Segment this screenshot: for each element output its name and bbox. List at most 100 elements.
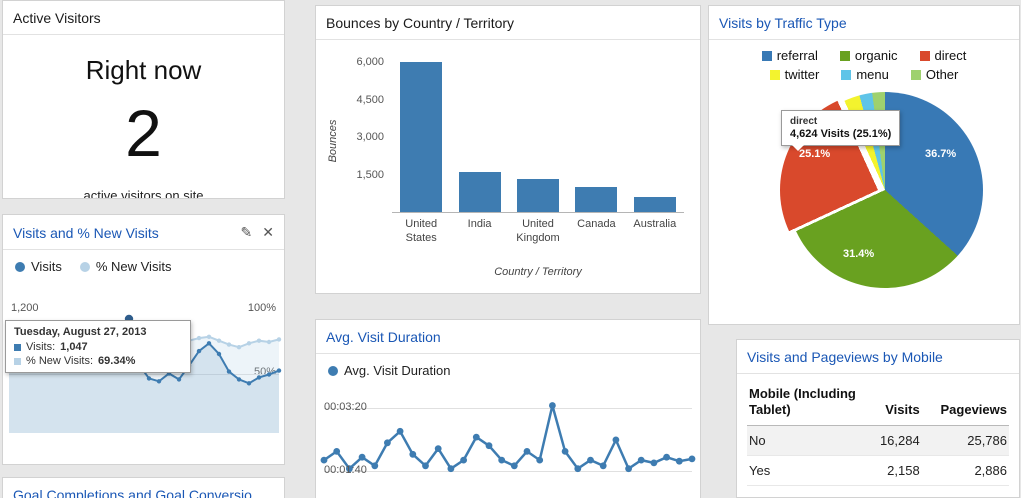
data-point[interactable] xyxy=(625,465,632,473)
y-tick-label: 4,500 xyxy=(356,93,384,106)
col-header-mobile: Mobile (Including Tablet) xyxy=(747,378,868,426)
data-point[interactable] xyxy=(196,348,202,354)
bar-united-states[interactable] xyxy=(400,62,443,212)
bar-category-label: India xyxy=(467,218,492,230)
data-point[interactable] xyxy=(688,455,696,463)
data-point[interactable] xyxy=(422,462,429,470)
legend-item-avg-duration[interactable]: Avg. Visit Duration xyxy=(328,363,450,378)
col-header-visits[interactable]: Visits xyxy=(867,378,922,426)
table-row: Yes 2,158 2,886 xyxy=(747,455,1009,486)
card-title-traffic-type[interactable]: Visits by Traffic Type xyxy=(719,15,847,31)
card-title-avg-duration[interactable]: Avg. Visit Duration xyxy=(326,329,441,345)
data-point[interactable] xyxy=(663,453,670,461)
bar-india[interactable] xyxy=(458,171,501,212)
data-point[interactable] xyxy=(246,341,252,346)
legend-swatch-referral xyxy=(761,50,772,61)
bar-slot xyxy=(626,62,684,212)
data-point[interactable] xyxy=(637,456,645,464)
line-avg-visit-duration[interactable] xyxy=(323,405,693,471)
data-point[interactable] xyxy=(226,369,232,374)
legend-item-new-visits[interactable]: % New Visits xyxy=(79,259,171,274)
data-point[interactable] xyxy=(216,338,222,343)
data-point[interactable] xyxy=(358,453,366,461)
legend-swatch-organic xyxy=(839,50,850,61)
legend-item-menu[interactable]: menu xyxy=(841,67,889,82)
data-point[interactable] xyxy=(447,465,455,473)
legend-item-twitter[interactable]: twitter xyxy=(769,67,819,82)
data-point[interactable] xyxy=(612,436,620,444)
close-icon[interactable]: ✕ xyxy=(262,224,274,240)
x-axis-label: Country / Territory xyxy=(494,266,582,278)
data-point[interactable] xyxy=(675,457,683,465)
legend-item-direct[interactable]: direct xyxy=(919,48,966,63)
data-point[interactable] xyxy=(226,342,232,347)
bar-canada[interactable] xyxy=(575,186,618,212)
data-point[interactable] xyxy=(485,442,493,450)
data-point[interactable] xyxy=(599,462,607,470)
legend-item-organic[interactable]: organic xyxy=(839,48,898,63)
data-point[interactable] xyxy=(266,339,272,345)
col-header-pageviews[interactable]: Pageviews xyxy=(921,378,1009,426)
data-point[interactable] xyxy=(396,427,404,435)
data-point[interactable] xyxy=(176,377,182,382)
visits-swatch xyxy=(14,343,21,351)
pie-legend-row-2: twitter menu Other xyxy=(709,67,1019,82)
card-active-visitors: Active Visitors Right now 2 active visit… xyxy=(2,0,285,199)
card-title-visits-new-visits[interactable]: Visits and % New Visits xyxy=(13,224,159,241)
data-point[interactable] xyxy=(384,439,391,447)
legend-label: organic xyxy=(854,48,898,63)
duration-line-chart[interactable] xyxy=(320,394,696,498)
card-title-mobile[interactable]: Visits and Pageviews by Mobile xyxy=(747,349,943,365)
data-point[interactable] xyxy=(371,462,379,470)
visits-legend-dot xyxy=(15,261,25,272)
legend-item-visits[interactable]: Visits xyxy=(15,259,62,274)
card-title-goal-completions[interactable]: Goal Completions and Goal Conversio xyxy=(13,487,252,498)
data-point[interactable] xyxy=(587,456,594,464)
legend-item-referral[interactable]: referral xyxy=(761,48,818,63)
data-point[interactable] xyxy=(333,448,341,455)
data-point[interactable] xyxy=(276,337,282,342)
card-avg-visit-duration: Avg. Visit Duration Avg. Visit Duration … xyxy=(315,319,701,498)
data-point[interactable] xyxy=(561,448,569,455)
data-point[interactable] xyxy=(320,456,328,464)
data-point[interactable] xyxy=(549,402,556,409)
data-point[interactable] xyxy=(434,445,442,452)
duration-legend-dot xyxy=(328,365,338,376)
data-point[interactable] xyxy=(574,465,582,473)
data-point[interactable] xyxy=(256,375,262,380)
tooltip-label: % New Visits: xyxy=(26,355,94,367)
data-point[interactable] xyxy=(256,338,262,343)
cell-visits-yes: 2,158 xyxy=(867,455,922,486)
edit-pencil-icon[interactable]: ✎ xyxy=(240,224,253,240)
legend-label: referral xyxy=(776,48,818,63)
data-point[interactable] xyxy=(246,381,252,386)
right-axis-top-label: 100% xyxy=(247,302,276,314)
data-point[interactable] xyxy=(346,465,353,473)
y-axis-label: Bounces xyxy=(327,119,339,163)
bar-slot xyxy=(509,62,567,212)
bar-category-label: United States xyxy=(405,218,438,244)
data-point[interactable] xyxy=(498,456,506,464)
data-point[interactable] xyxy=(216,351,222,357)
data-point[interactable] xyxy=(146,376,152,381)
data-point[interactable] xyxy=(206,334,212,339)
data-point[interactable] xyxy=(650,459,658,467)
data-point[interactable] xyxy=(472,433,480,441)
data-point[interactable] xyxy=(196,335,202,341)
data-point[interactable] xyxy=(523,448,531,455)
data-point[interactable] xyxy=(460,456,467,464)
data-point[interactable] xyxy=(156,379,162,384)
pie-legend-row-1: referral organic direct xyxy=(709,48,1019,63)
data-point[interactable] xyxy=(206,341,212,346)
data-point[interactable] xyxy=(236,377,242,382)
data-point[interactable] xyxy=(276,368,282,373)
data-point[interactable] xyxy=(510,462,518,470)
table-row: No 16,284 25,786 xyxy=(747,425,1009,456)
data-point[interactable] xyxy=(536,456,544,464)
data-point[interactable] xyxy=(266,372,272,377)
data-point[interactable] xyxy=(236,345,242,350)
data-point[interactable] xyxy=(409,450,417,458)
bar-united-kingdom[interactable] xyxy=(517,179,560,212)
bar-australia[interactable] xyxy=(633,197,676,212)
legend-item-other[interactable]: Other xyxy=(910,67,958,82)
